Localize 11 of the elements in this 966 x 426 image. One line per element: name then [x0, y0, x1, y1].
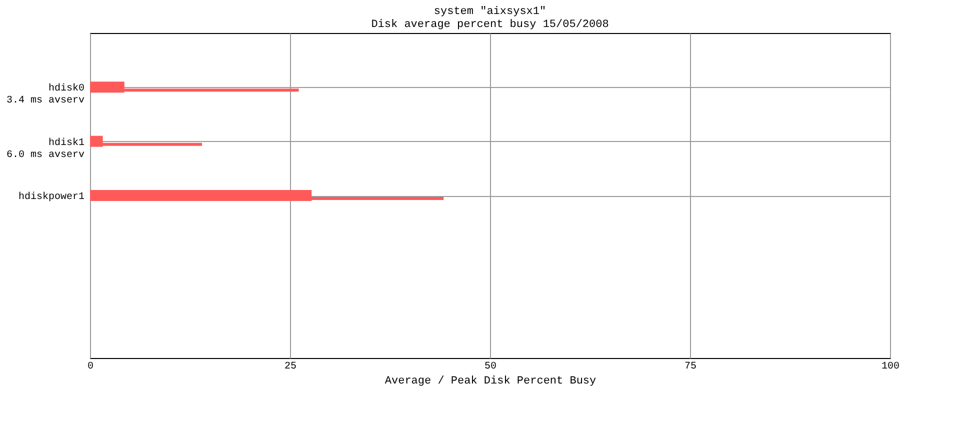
x-tick-label: 25 [284, 362, 297, 372]
x-tick-label: 0 [87, 362, 94, 372]
x-tick-label: 50 [484, 362, 497, 372]
y-tick-label: hdisk0 3.4 ms avserv [6, 82, 84, 107]
x-tick-label: 75 [684, 362, 697, 372]
y-tick-label: hdiskpower1 [18, 191, 84, 203]
text: Disk average percent busy 15/05/2008 [371, 19, 609, 31]
y-tick-label: hdisk1 6.0 ms avserv [6, 136, 84, 161]
text: system "aixsysx1" [434, 6, 546, 18]
x-axis-title: Average / Peak Disk Percent Busy [384, 376, 597, 388]
x-tick-label: 100 [881, 362, 900, 372]
